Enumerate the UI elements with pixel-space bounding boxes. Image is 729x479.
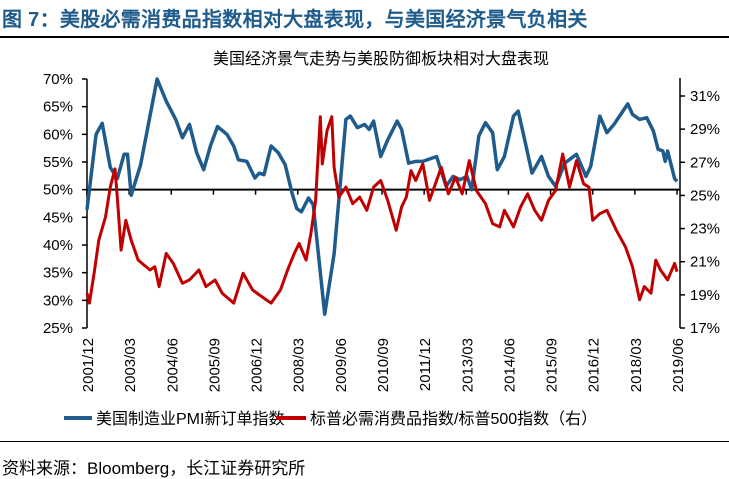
axes: 25% 30% 35% 40% 45% 50% 55% 60% 65% 70% 17% 19% 21% 2… <box>43 71 720 392</box>
left-axis-tick-label: 45% <box>43 209 73 226</box>
left-axis-tick-label: 30% <box>43 292 73 309</box>
left-axis-tick-label: 55% <box>43 154 73 171</box>
x-axis-tick-label: 2013/03 <box>459 338 476 392</box>
x-axis-tick-label: 2001/12 <box>80 338 97 392</box>
x-axis-tick-label: 2005/09 <box>206 338 223 392</box>
left-axis-tick-label: 50% <box>43 182 73 199</box>
series-line-pmi <box>85 77 679 316</box>
legend: 美国制造业PMI新订单指数 标普必需消费品指数/标普500指数（右） <box>64 410 597 428</box>
left-axis-tick-label: 35% <box>43 265 73 282</box>
right-axis-tick-label: 31% <box>690 88 720 105</box>
title-divider <box>0 36 729 38</box>
x-axis-tick-label: 2019/06 <box>670 338 687 392</box>
left-axis-tick-label: 70% <box>43 71 73 88</box>
source-note: 资料来源：Bloomberg，长江证券研究所 <box>2 459 306 478</box>
x-axis-tick-label: 2016/12 <box>586 338 603 392</box>
left-axis-tick-label: 25% <box>43 320 73 337</box>
right-axis-tick-label: 27% <box>690 154 720 171</box>
right-axis-tick-label: 19% <box>690 287 720 304</box>
right-axis-tick-label: 21% <box>690 254 720 271</box>
left-axis-tick-label: 65% <box>43 99 73 116</box>
right-axis-tick-label: 23% <box>690 221 720 238</box>
x-axis-tick-label: 2011/12 <box>417 338 434 391</box>
x-axis-tick-label: 2018/03 <box>628 338 645 392</box>
x-axis-tick-label: 2014/06 <box>501 338 518 392</box>
figure-title: 图 7：美股必需消费品指数相对大盘表现，与美国经济景气负相关 <box>2 9 588 31</box>
series-line-ratio <box>85 115 679 305</box>
x-axis-tick-label: 2015/09 <box>544 338 561 392</box>
x-axis-tick-label: 2008/03 <box>291 338 308 392</box>
x-axis-tick-label: 2009/06 <box>333 338 350 392</box>
left-axis-tick-label: 60% <box>43 126 73 143</box>
source-divider <box>0 441 729 442</box>
right-axis-tick-label: 25% <box>690 187 720 204</box>
right-axis-tick-label: 17% <box>690 320 720 337</box>
x-axis-tick-label: 2003/03 <box>122 338 139 392</box>
legend-label-ratio: 标普必需消费品指数/标普500指数（右） <box>310 410 597 428</box>
right-axis-tick-label: 29% <box>690 121 720 138</box>
x-axis-tick-label: 2006/12 <box>249 338 266 392</box>
chart: 美国经济景气走势与美股防御板块相对大盘表现 25% 30% 35% 40% 45% 50%… <box>43 49 720 428</box>
x-axis-tick-label: 2004/06 <box>164 338 181 392</box>
series-lines <box>85 77 679 316</box>
legend-label-pmi: 美国制造业PMI新订单指数 <box>96 410 284 428</box>
left-axis-tick-label: 40% <box>43 237 73 254</box>
x-axis-tick-label: 2010/09 <box>375 338 392 392</box>
chart-title: 美国经济景气走势与美股防御板块相对大盘表现 <box>213 49 549 68</box>
